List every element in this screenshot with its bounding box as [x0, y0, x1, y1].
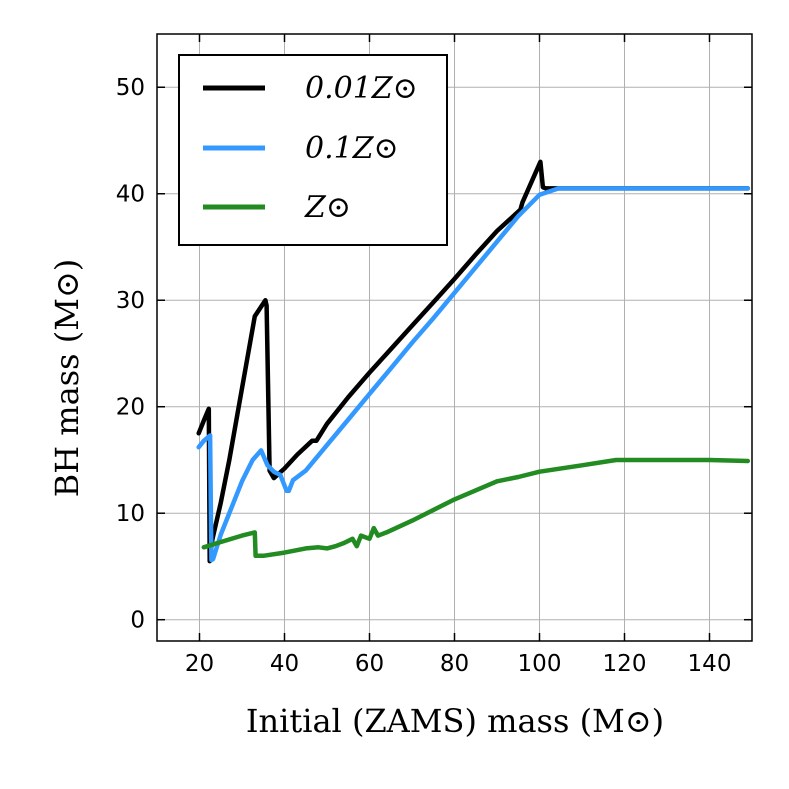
x-tick-label: 60: [355, 651, 384, 677]
legend-label-low-metal: 0.1Z⊙: [305, 131, 399, 166]
axis-ticks: 20 40 60 80 100 120 140 0 10 20 30 40 50: [116, 34, 752, 677]
x-tick-label: 140: [688, 651, 732, 677]
x-tick-label: 20: [185, 651, 214, 677]
series-line-metal-poor: [196, 159, 751, 564]
y-tick-label: 0: [130, 608, 145, 634]
x-tick-label: 100: [518, 651, 562, 677]
x-tick-label: 120: [603, 651, 647, 677]
y-tick-label: 30: [116, 288, 145, 314]
x-axis-label: Initial (ZAMS) mass (M⊙): [246, 702, 664, 740]
legend-label-metal-poor: 0.01Z⊙: [305, 71, 418, 106]
y-tick-label: 20: [116, 395, 145, 421]
series-lines: [196, 159, 751, 564]
y-tick-label: 40: [116, 182, 145, 208]
y-tick-label: 10: [116, 501, 145, 527]
y-tick-label: 50: [116, 75, 145, 101]
legend: 0.01Z⊙ 0.1Z⊙ Z⊙: [178, 54, 448, 246]
series-line-low-metal: [196, 186, 751, 563]
y-axis-label: BH mass (M⊙): [48, 259, 86, 498]
series-line-solar: [201, 457, 751, 559]
x-tick-label: 80: [440, 651, 469, 677]
legend-label-solar: Z⊙: [304, 190, 351, 225]
x-tick-label: 40: [270, 651, 299, 677]
